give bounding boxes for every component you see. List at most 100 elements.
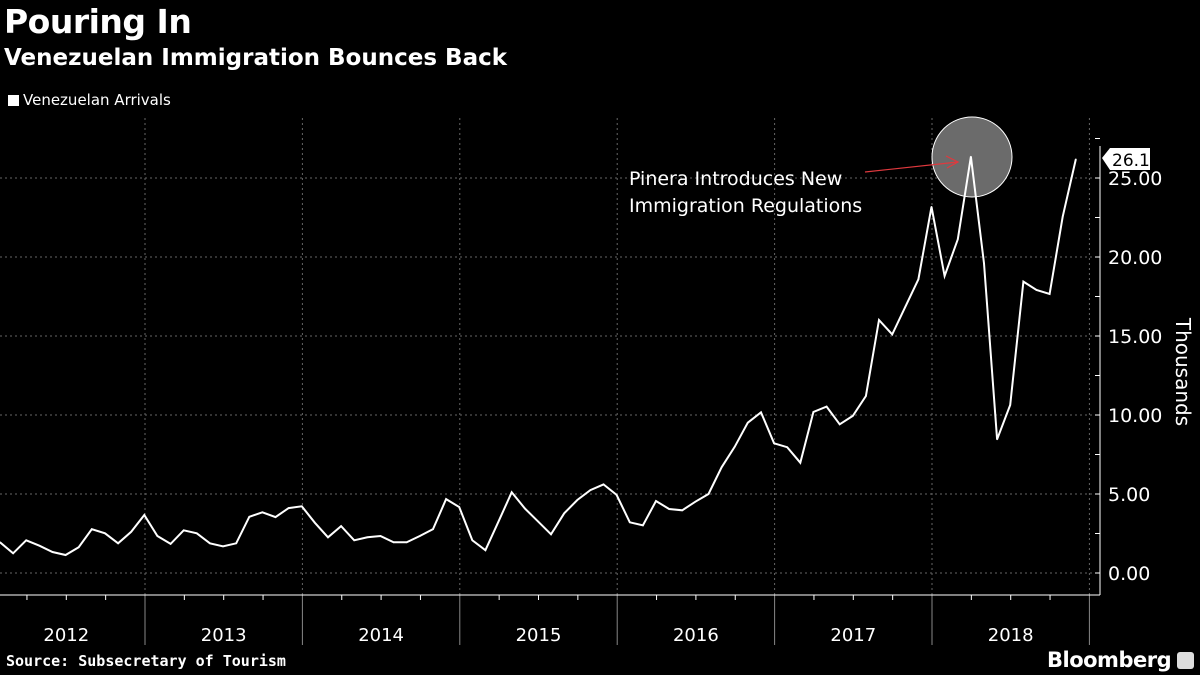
data-point <box>904 305 907 308</box>
data-point <box>0 541 1 544</box>
data-point <box>733 445 736 448</box>
chart-title: Pouring In <box>4 2 192 41</box>
data-point <box>825 405 828 408</box>
data-point <box>865 395 867 397</box>
data-point <box>852 415 854 417</box>
data-point <box>327 536 329 539</box>
data-point <box>655 500 657 502</box>
data-point <box>222 545 224 548</box>
data-point <box>117 542 119 545</box>
x-tick-label: 2018 <box>988 625 1034 646</box>
data-point <box>747 421 749 424</box>
data-point <box>169 543 172 545</box>
data-point <box>760 411 762 414</box>
data-point <box>602 483 605 486</box>
data-point <box>91 528 93 531</box>
data-point <box>458 506 461 508</box>
legend-swatch <box>8 94 19 106</box>
data-point <box>405 541 408 544</box>
y-tick-label: 10.00 <box>1108 405 1162 427</box>
annotation-text-line1: Pinera Introduces New <box>629 168 842 190</box>
data-point <box>878 319 880 321</box>
data-point <box>314 521 316 524</box>
data-point <box>209 542 211 545</box>
bloomberg-logo: Bloomberg <box>1047 648 1172 672</box>
data-point <box>497 520 500 523</box>
y-tick-label: 15.00 <box>1108 326 1162 348</box>
data-point <box>432 528 434 531</box>
data-point <box>930 205 933 208</box>
data-point <box>392 541 395 544</box>
legend: Venezuelan Arrivals <box>8 91 171 109</box>
x-tick-label: 2013 <box>201 625 247 646</box>
data-point <box>77 546 80 549</box>
data-point <box>104 532 106 535</box>
data-point <box>64 554 67 556</box>
data-point <box>353 539 356 542</box>
data-point <box>970 155 972 158</box>
source-note: Source: Subsecretary of Tourism <box>6 652 286 670</box>
svg-text:26.18: 26.18 <box>1112 151 1161 171</box>
data-point <box>366 536 369 539</box>
x-tick-label: 2017 <box>830 625 876 646</box>
data-point <box>891 333 893 336</box>
data-point <box>720 466 723 469</box>
data-point <box>38 544 41 547</box>
data-point <box>12 552 14 555</box>
data-point <box>707 493 710 495</box>
data-point <box>1022 280 1025 283</box>
data-point <box>917 278 920 281</box>
data-point <box>1048 293 1051 295</box>
data-point <box>419 535 421 537</box>
data-point <box>550 533 552 536</box>
data-point <box>182 529 185 532</box>
data-point <box>694 500 697 503</box>
data-point <box>996 438 998 441</box>
data-point <box>300 505 303 508</box>
data-point <box>156 535 159 537</box>
data-point <box>261 511 264 514</box>
y-tick-label: 5.00 <box>1108 484 1150 506</box>
data-point <box>681 509 684 512</box>
x-tick-label: 2014 <box>358 625 404 646</box>
x-tick-label: 2012 <box>43 625 89 646</box>
data-point <box>642 524 644 527</box>
data-point <box>943 275 946 277</box>
chart-icon <box>1177 652 1194 669</box>
data-point <box>248 515 251 518</box>
data-point <box>51 551 54 553</box>
y-axis-label: Thousands <box>1171 317 1195 426</box>
data-point <box>287 507 290 509</box>
annotation-text-line2: Immigration Regulations <box>629 195 862 217</box>
data-point <box>773 442 775 445</box>
data-point <box>143 514 146 516</box>
data-point <box>471 539 474 542</box>
data-point <box>812 411 815 413</box>
data-point <box>563 512 565 515</box>
data-point <box>1061 215 1064 218</box>
data-point <box>510 491 513 494</box>
data-point <box>956 238 959 241</box>
chart-subtitle: Venezuelan Immigration Bounces Back <box>4 45 508 71</box>
data-point <box>537 520 539 523</box>
legend-label: Venezuelan Arrivals <box>23 91 171 109</box>
data-point <box>799 461 802 464</box>
data-point <box>628 521 631 524</box>
data-point <box>484 549 487 552</box>
data-point <box>235 542 237 545</box>
data-point <box>1009 404 1012 406</box>
data-point <box>340 525 342 527</box>
data-point <box>25 539 28 542</box>
data-point <box>1075 158 1077 161</box>
highlight-circle <box>931 116 1013 198</box>
data-point <box>130 530 132 533</box>
data-point <box>1035 289 1038 291</box>
data-point <box>196 532 198 535</box>
y-tick-label: 0.00 <box>1108 563 1150 585</box>
x-tick-label: 2015 <box>516 625 562 646</box>
data-point <box>445 498 447 500</box>
data-point <box>524 507 526 510</box>
annotation-arrow <box>864 155 960 173</box>
data-point <box>838 423 841 426</box>
